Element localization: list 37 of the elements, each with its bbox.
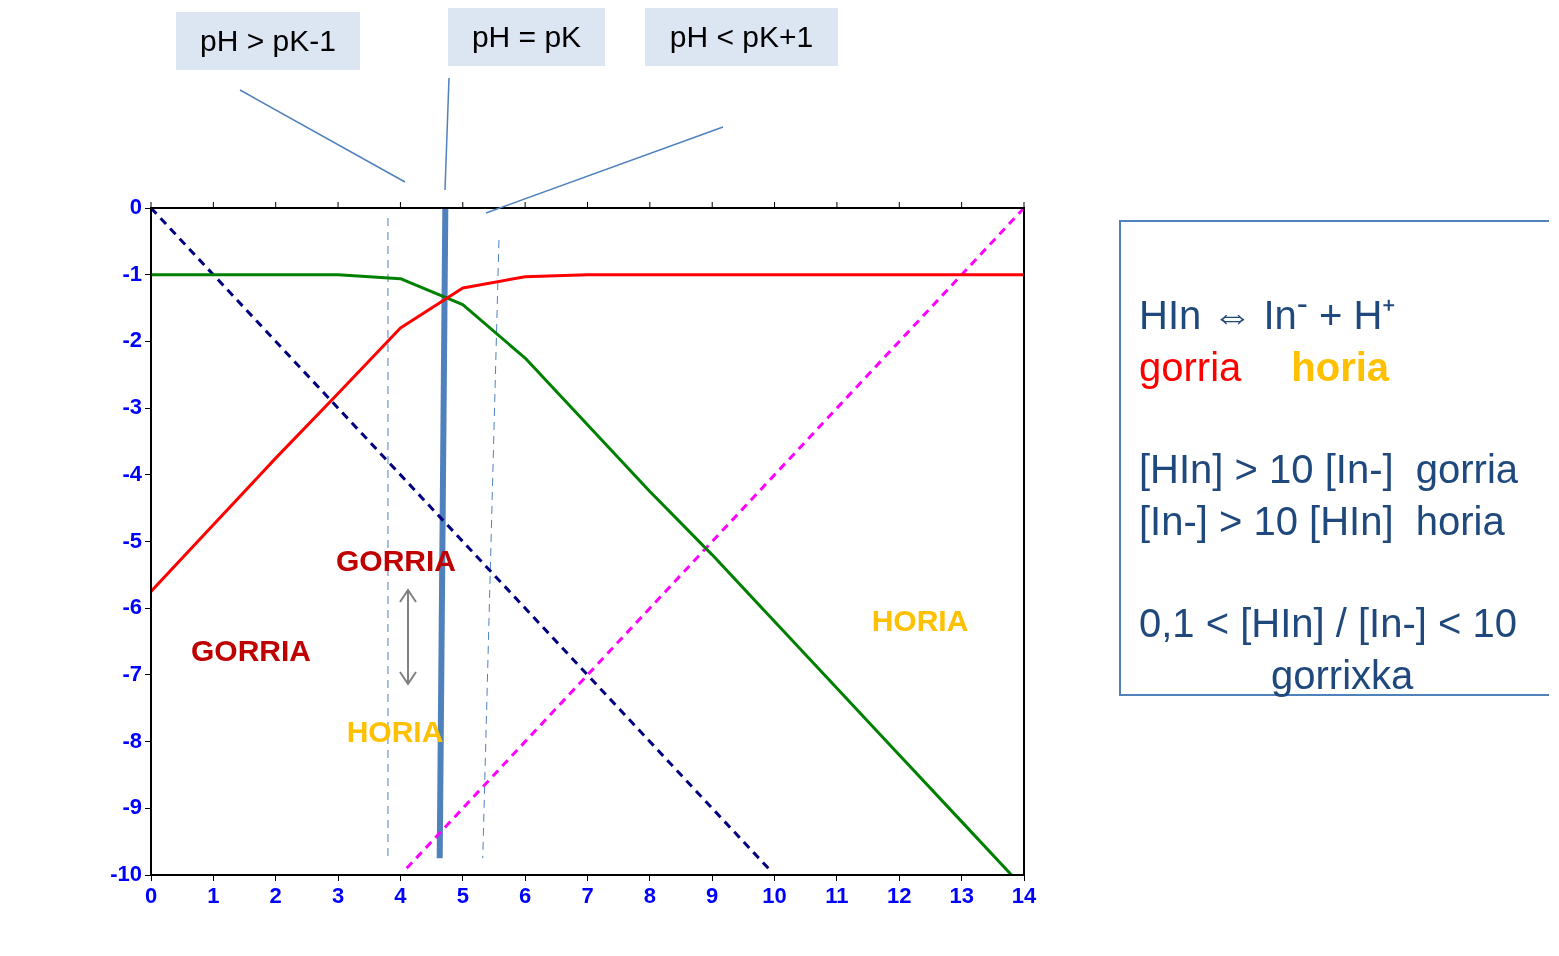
x-tick-label: 8 <box>643 883 656 909</box>
text: [HIn] > 10 [In-] gorria <box>1139 446 1520 494</box>
annotation: GORRIA <box>190 633 312 669</box>
y-tick-label: -1 <box>122 260 142 286</box>
x-tick-label: 11 <box>825 883 849 909</box>
text: 0,1 < [HIn] / [In-] < 10 <box>1139 600 1518 648</box>
x-tick-label: 10 <box>762 883 787 909</box>
x-tick-label: 7 <box>581 883 594 909</box>
y-tick-label: 0 <box>129 194 142 220</box>
x-tick-label: 14 <box>1011 883 1037 909</box>
text: pH < pK+1 <box>645 8 838 66</box>
text: [In-] > 10 [HIn] horia <box>1139 498 1506 546</box>
text: pH = pK <box>448 8 605 66</box>
text: gorrixka <box>1270 652 1415 700</box>
x-tick-label: 2 <box>269 883 282 909</box>
y-tick-label: -7 <box>122 660 142 686</box>
y-tick-label: -3 <box>122 394 142 420</box>
y-tick-label: -6 <box>122 594 142 620</box>
text: horia <box>1291 345 1390 390</box>
y-tick-label: -10 <box>110 861 142 887</box>
y-tick-label: -9 <box>122 794 142 820</box>
x-tick-label: 4 <box>394 883 408 909</box>
y-tick-label: -4 <box>122 460 143 486</box>
text: pH > pK-1 <box>176 12 360 70</box>
y-tick-label: -8 <box>122 727 142 753</box>
text: HIn ⇔ In$^{-}$ + H⁺ <box>1139 284 1398 340</box>
y-tick-label: -5 <box>122 527 142 553</box>
y-tick-label: -2 <box>122 327 142 353</box>
x-tick-label: 12 <box>887 883 912 909</box>
annotation: HORIA <box>870 603 970 639</box>
x-tick-label: 9 <box>706 883 719 909</box>
x-tick-label: 13 <box>949 883 974 909</box>
text: gorria <box>1139 345 1242 390</box>
x-tick-label: 5 <box>456 883 469 909</box>
x-tick-label: 3 <box>331 883 345 909</box>
x-tick-label: 6 <box>519 883 532 909</box>
x-tick-label: 1 <box>207 883 220 909</box>
